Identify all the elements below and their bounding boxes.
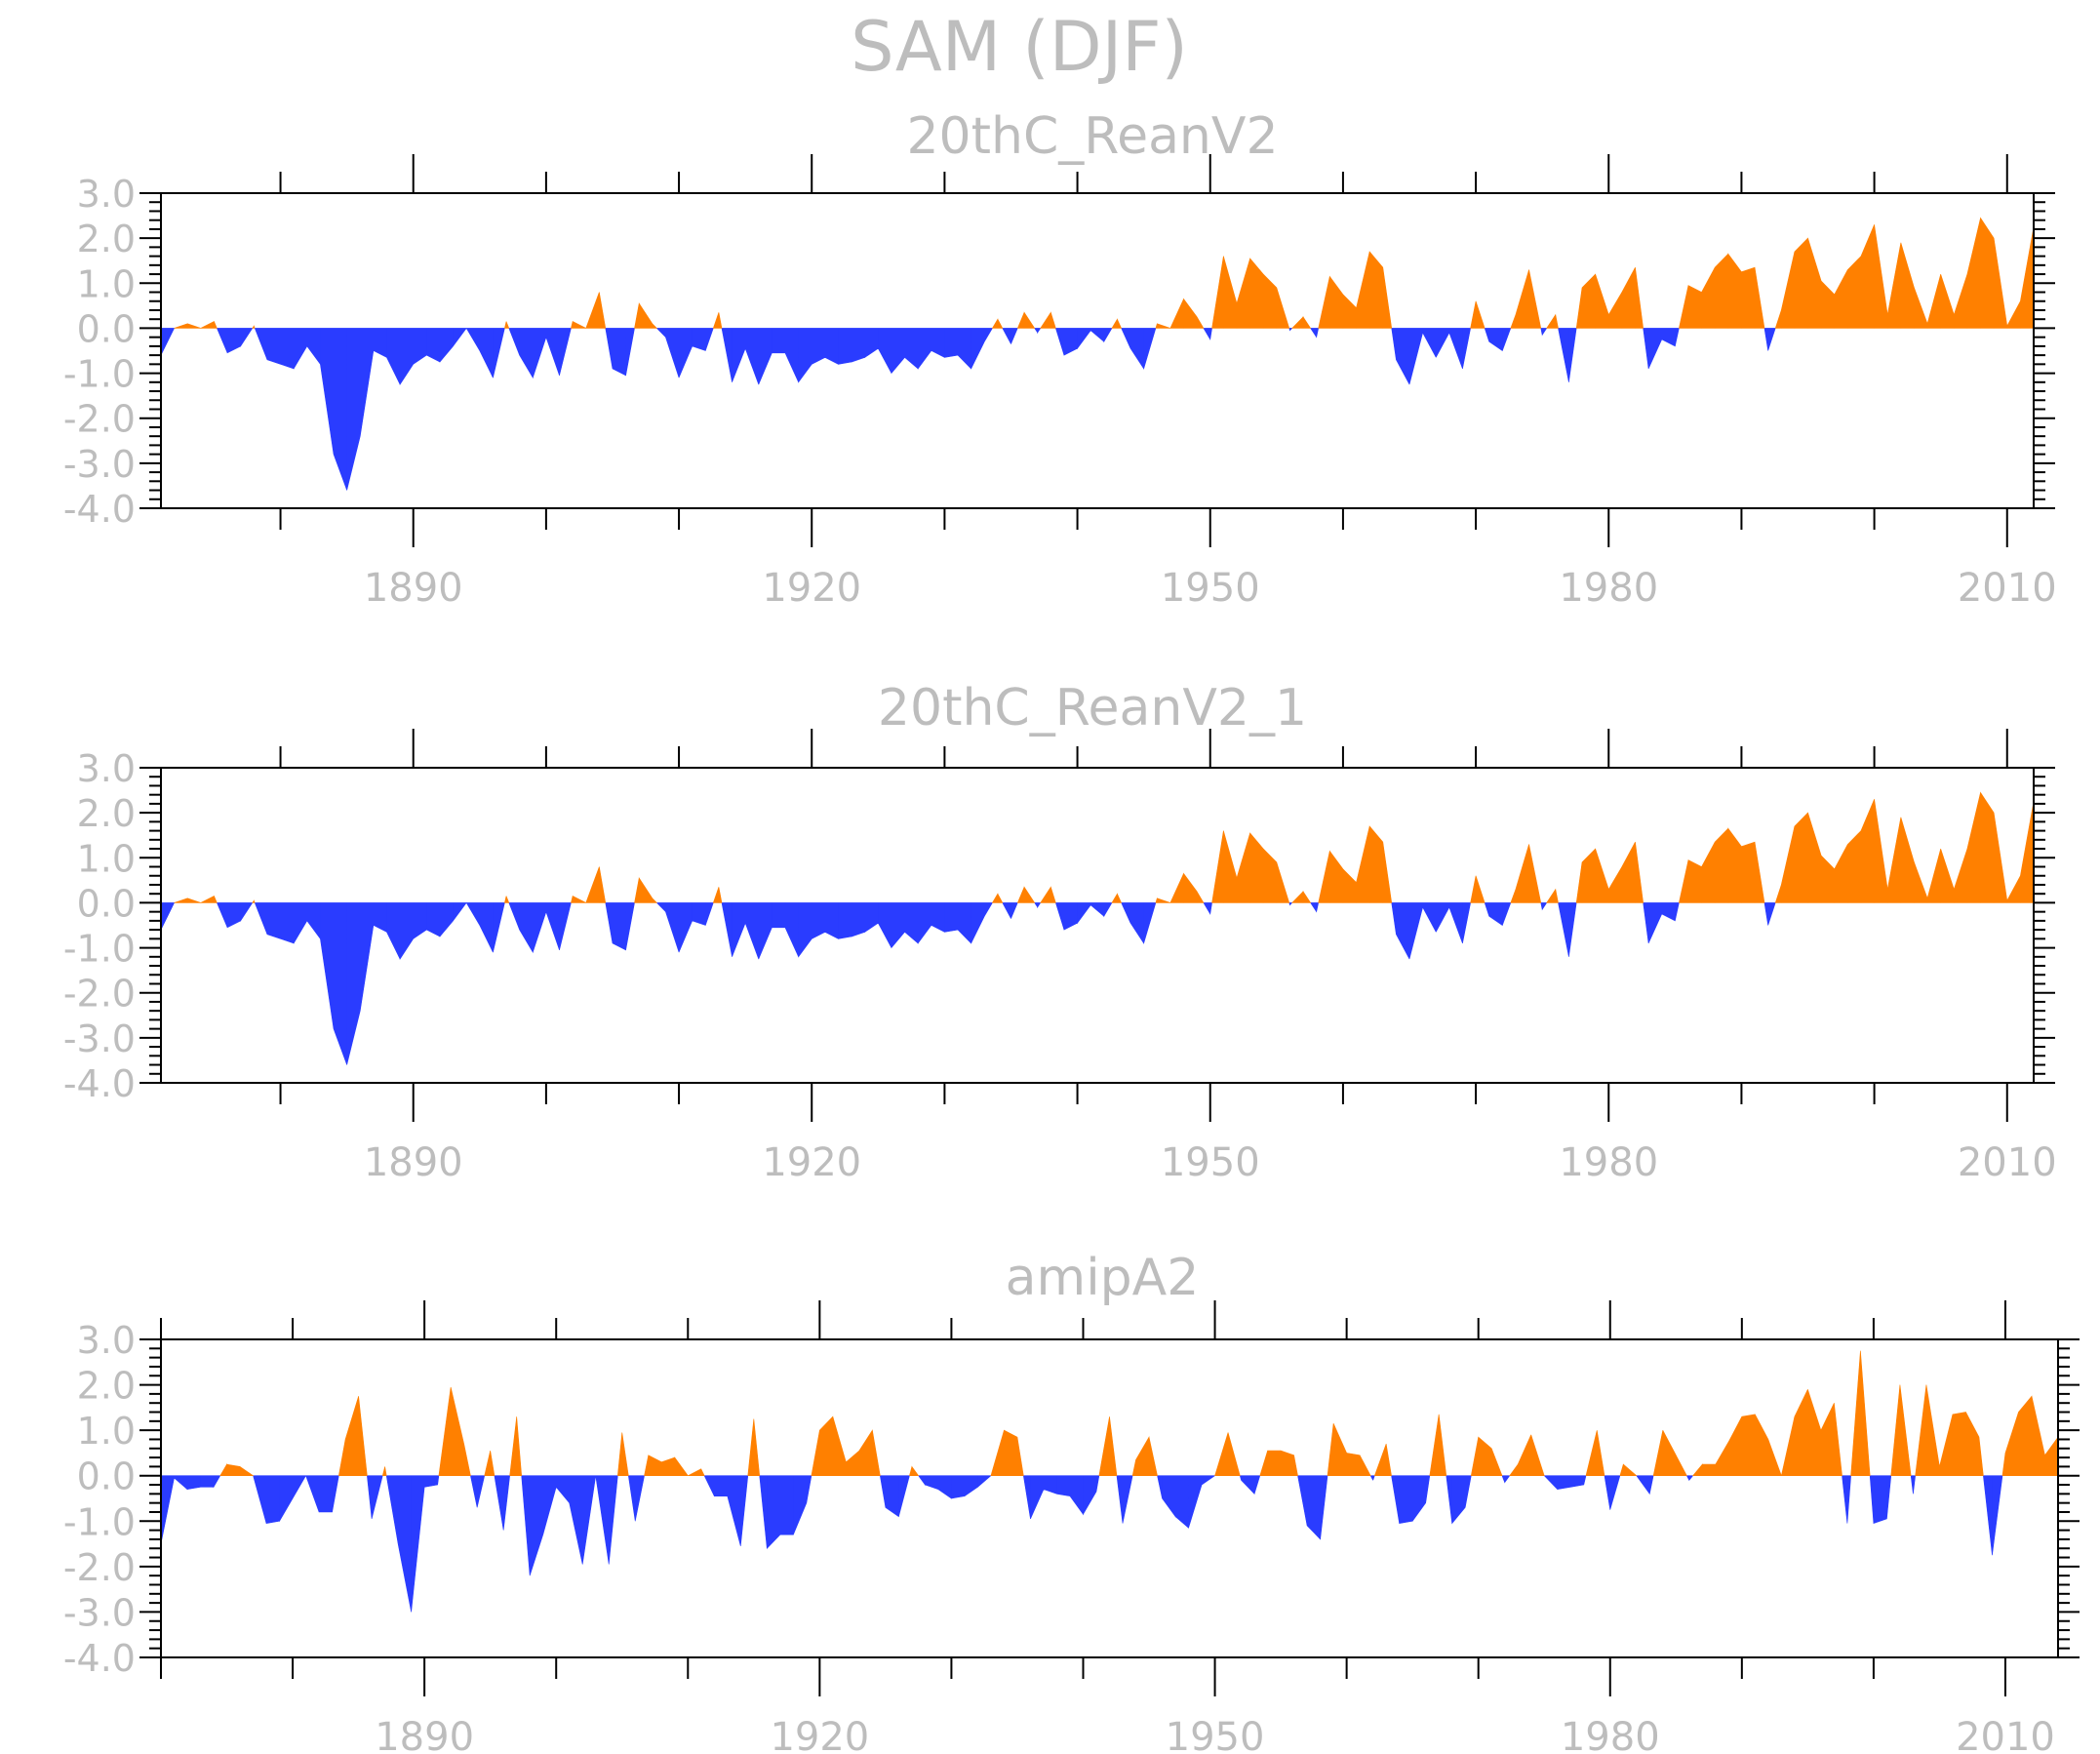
x-tick-label: 1920 xyxy=(770,1715,869,1754)
x-tick-label: 1980 xyxy=(1559,1140,1658,1185)
y-tick-label: -3.0 xyxy=(63,1017,136,1060)
y-tick-label: -1.0 xyxy=(63,928,136,971)
panel-title: amipA2 xyxy=(1006,1249,1200,1307)
panel-amipa2: amipA2 3.02.01.00.0-1.0-2.0-3.0-4.0 1890 1… xyxy=(63,1249,2080,1754)
panel-20thc-reanv2-1: 20thC_ReanV2_1 3.02.01.00.0-1.0-2.0-3.0-… xyxy=(63,679,2057,1185)
plot-frame xyxy=(160,767,2035,1084)
series-positive-area xyxy=(219,1350,2059,1477)
y-tick-label: 3.0 xyxy=(77,747,136,790)
x-tick-label: 1920 xyxy=(762,1140,861,1185)
x-tick-label: 1890 xyxy=(364,1140,463,1185)
x-tick-label: 1950 xyxy=(1161,1140,1260,1185)
x-tick-label: 2010 xyxy=(1958,1140,2057,1185)
y-tick-label: 2.0 xyxy=(77,1365,136,1408)
y-tick-label: -2.0 xyxy=(63,973,136,1016)
series-positive-area xyxy=(174,217,2035,329)
y-tick-label: 1.0 xyxy=(77,262,136,305)
y-tick-label: 2.0 xyxy=(77,218,136,260)
y-tick-label: 1.0 xyxy=(77,1410,136,1453)
y-tick-label: -2.0 xyxy=(63,1546,136,1589)
x-tick-label: 1980 xyxy=(1561,1715,1660,1754)
x-tick-label: 2010 xyxy=(1956,1715,2055,1754)
y-tick-label: -4.0 xyxy=(63,1637,136,1680)
y-tick-label: 3.0 xyxy=(77,1319,136,1362)
y-tick-label: -1.0 xyxy=(63,353,136,396)
y-tick-label: 0.0 xyxy=(77,1455,136,1498)
y-tick-label: 0.0 xyxy=(77,307,136,350)
panel-20thc-reanv2: 20thC_ReanV2 3.02.01.00.0-1.0-2.0-3.0-4.… xyxy=(63,107,2057,611)
x-tick-label: 1920 xyxy=(762,566,861,611)
panel-title: 20thC_ReanV2 xyxy=(906,107,1278,166)
panel-title: 20thC_ReanV2_1 xyxy=(878,679,1307,737)
series-positive-area xyxy=(174,791,2035,903)
y-tick-label: -3.0 xyxy=(63,443,136,486)
y-tick-label: -1.0 xyxy=(63,1500,136,1543)
x-tick-label: 1950 xyxy=(1166,1715,1265,1754)
y-tick-label: 3.0 xyxy=(77,173,136,216)
series-negative-area xyxy=(160,328,1776,491)
x-tick-label: 1890 xyxy=(375,1715,474,1754)
y-tick-label: -4.0 xyxy=(63,1062,136,1105)
x-tick-label: 1890 xyxy=(364,566,463,611)
figure-title: SAM (DJF) xyxy=(851,7,1188,87)
x-tick-label: 1950 xyxy=(1161,566,1260,611)
x-tick-label: 1980 xyxy=(1559,566,1658,611)
series-negative-area xyxy=(160,902,1776,1065)
y-tick-label: 0.0 xyxy=(77,882,136,925)
plot-frame xyxy=(160,192,2035,509)
y-tick-label: -2.0 xyxy=(63,398,136,441)
series-negative-area xyxy=(160,1475,2003,1613)
y-tick-label: -4.0 xyxy=(63,488,136,531)
y-tick-label: -3.0 xyxy=(63,1591,136,1634)
x-tick-label: 2010 xyxy=(1958,566,2057,611)
y-tick-label: 2.0 xyxy=(77,792,136,835)
plot-frame xyxy=(160,1338,2059,1658)
y-tick-label: 1.0 xyxy=(77,837,136,880)
